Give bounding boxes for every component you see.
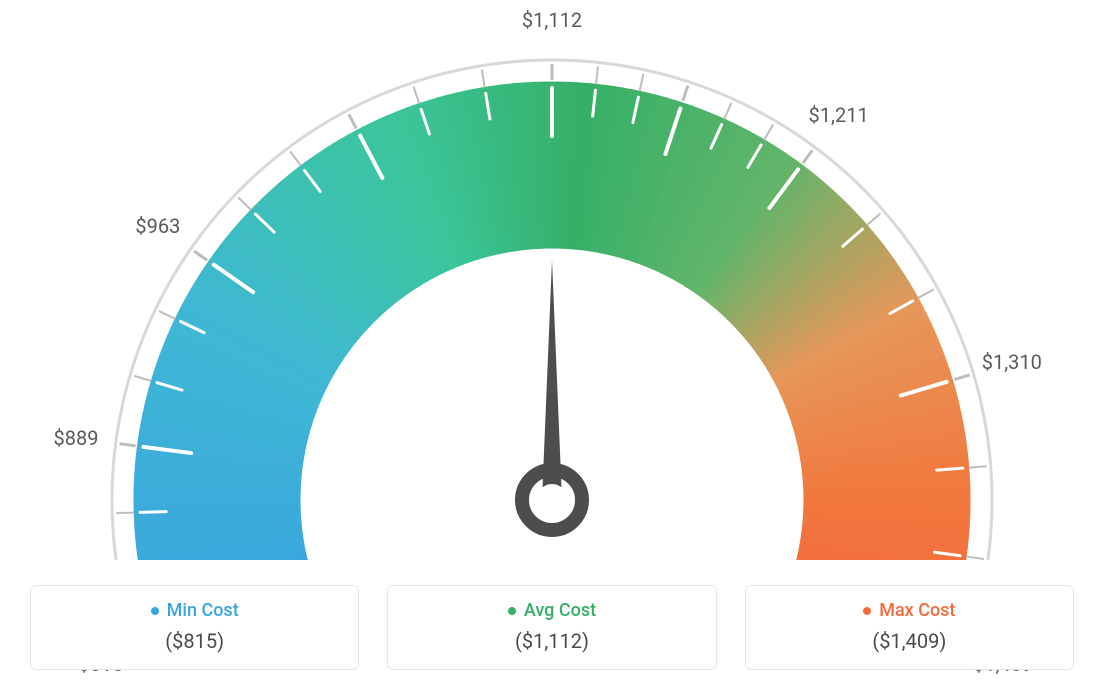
legend-row: Min Cost ($815) Avg Cost ($1,112) Max Co… — [0, 585, 1104, 670]
dot-max — [863, 607, 871, 615]
gauge-svg — [0, 0, 1104, 560]
legend-value-min: ($815) — [165, 629, 224, 653]
legend-label-max: Max Cost — [879, 600, 955, 621]
legend-value-avg: ($1,112) — [515, 629, 589, 653]
gauge-tick-label: $1,211 — [809, 103, 869, 127]
legend-card-max: Max Cost ($1,409) — [745, 585, 1074, 670]
gauge-chart: $815$889$963$1,112$1,211$1,310$1,409 — [0, 0, 1104, 560]
gauge-tick-label: $889 — [54, 426, 99, 450]
legend-card-avg: Avg Cost ($1,112) — [387, 585, 716, 670]
legend-label-avg: Avg Cost — [524, 600, 596, 621]
legend-label-min: Min Cost — [167, 600, 239, 621]
dot-avg — [508, 607, 516, 615]
legend-top-avg: Avg Cost — [508, 600, 596, 621]
dot-min — [151, 607, 159, 615]
gauge-tick-label: $963 — [135, 214, 180, 238]
legend-top-max: Max Cost — [863, 600, 955, 621]
legend-card-min: Min Cost ($815) — [30, 585, 359, 670]
gauge-tick-label: $1,112 — [522, 8, 582, 32]
legend-value-max: ($1,409) — [872, 629, 946, 653]
legend-top-min: Min Cost — [151, 600, 239, 621]
gauge-tick-label: $1,310 — [982, 350, 1042, 374]
